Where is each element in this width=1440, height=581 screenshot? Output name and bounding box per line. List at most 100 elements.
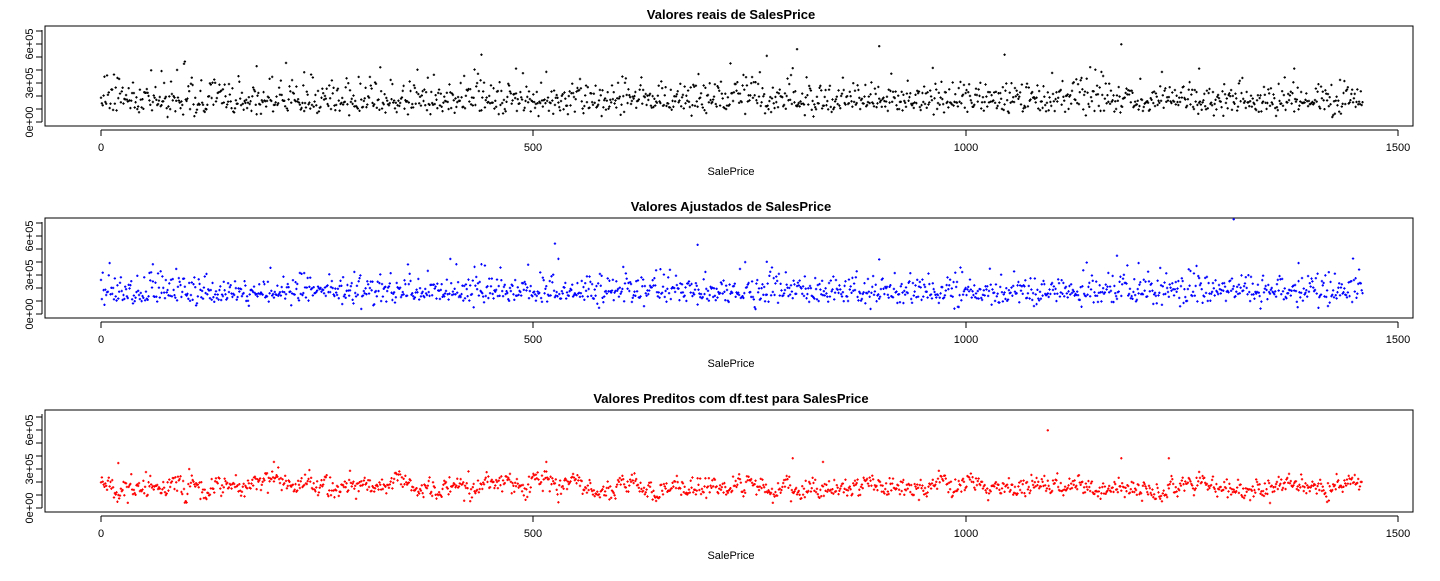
data-point: [276, 284, 279, 287]
data-point: [111, 286, 115, 290]
data-point: [437, 289, 441, 293]
data-point: [362, 99, 366, 103]
data-point: [1082, 269, 1085, 272]
data-point: [419, 295, 423, 298]
data-point: [682, 107, 685, 110]
data-point: [440, 105, 443, 108]
data-point: [441, 487, 444, 491]
data-point: [234, 473, 238, 477]
data-point: [935, 487, 939, 491]
data-point: [1151, 488, 1154, 491]
data-point: [1037, 487, 1041, 490]
data-point: [1018, 301, 1021, 304]
data-point: [898, 492, 902, 496]
data-point: [1172, 100, 1176, 103]
data-point: [1178, 305, 1182, 308]
data-point: [935, 480, 938, 484]
data-point: [451, 93, 455, 97]
data-point: [1304, 482, 1307, 485]
data-point: [1063, 110, 1067, 114]
data-point: [224, 95, 227, 98]
data-point: [1342, 91, 1345, 95]
data-point: [1148, 290, 1152, 293]
data-point: [769, 95, 772, 99]
data-point: [1254, 491, 1257, 494]
data-point: [881, 484, 884, 487]
data-point: [475, 488, 479, 492]
data-point: [1063, 295, 1066, 298]
data-point: [1248, 498, 1252, 502]
data-point: [1077, 102, 1081, 106]
data-point: [241, 102, 245, 105]
data-point: [624, 486, 628, 489]
data-point: [497, 479, 500, 482]
data-point: [316, 494, 320, 497]
data-point: [1069, 482, 1073, 485]
data-point: [886, 490, 890, 493]
data-point: [999, 273, 1003, 276]
data-point: [262, 477, 265, 480]
data-point: [490, 277, 494, 280]
data-point: [427, 290, 430, 294]
data-point: [1084, 482, 1088, 485]
data-point: [1222, 488, 1225, 492]
data-point: [454, 97, 457, 100]
data-point: [1069, 487, 1072, 491]
data-point: [373, 303, 376, 306]
data-point: [1017, 280, 1020, 284]
data-point: [300, 272, 303, 276]
data-point: [795, 48, 799, 51]
data-point: [1088, 105, 1091, 109]
data-point: [298, 486, 302, 490]
data-point: [1107, 487, 1110, 490]
data-point: [1055, 299, 1058, 303]
data-point: [256, 94, 259, 97]
data-point: [987, 101, 991, 104]
data-point: [520, 294, 523, 297]
data-point: [616, 287, 620, 291]
data-point: [488, 102, 492, 105]
data-point: [585, 100, 589, 104]
data-point: [669, 88, 673, 91]
data-point: [1028, 297, 1031, 300]
data-point: [421, 89, 424, 93]
data-point: [990, 93, 993, 97]
data-point: [788, 82, 791, 86]
data-point: [1023, 104, 1026, 108]
data-point: [747, 475, 750, 478]
data-point: [464, 283, 468, 286]
data-point: [462, 299, 465, 302]
data-point: [860, 297, 864, 301]
data-point: [1280, 478, 1283, 481]
data-point: [315, 480, 319, 483]
data-point: [872, 105, 876, 108]
data-point: [806, 93, 809, 97]
data-point: [285, 107, 289, 110]
data-point: [1254, 108, 1258, 112]
data-point: [1074, 486, 1077, 489]
data-point: [165, 492, 168, 495]
data-point: [210, 96, 213, 100]
data-point: [808, 482, 812, 485]
data-point: [826, 488, 830, 491]
data-point: [746, 100, 749, 103]
data-point: [339, 279, 342, 282]
data-point: [1163, 281, 1166, 284]
data-point: [1252, 495, 1255, 498]
data-point: [993, 91, 996, 94]
data-point: [336, 485, 340, 489]
data-point: [800, 287, 803, 290]
data-point: [724, 284, 728, 287]
data-point: [137, 481, 141, 485]
data-point: [616, 483, 619, 486]
data-point: [731, 475, 735, 478]
data-point: [495, 278, 499, 281]
data-point: [379, 66, 382, 69]
data-point: [919, 108, 922, 112]
data-point: [1180, 96, 1184, 99]
data-point: [871, 474, 874, 477]
data-point: [334, 108, 337, 112]
data-point: [558, 105, 561, 109]
data-point: [388, 101, 391, 105]
data-point: [718, 487, 721, 490]
